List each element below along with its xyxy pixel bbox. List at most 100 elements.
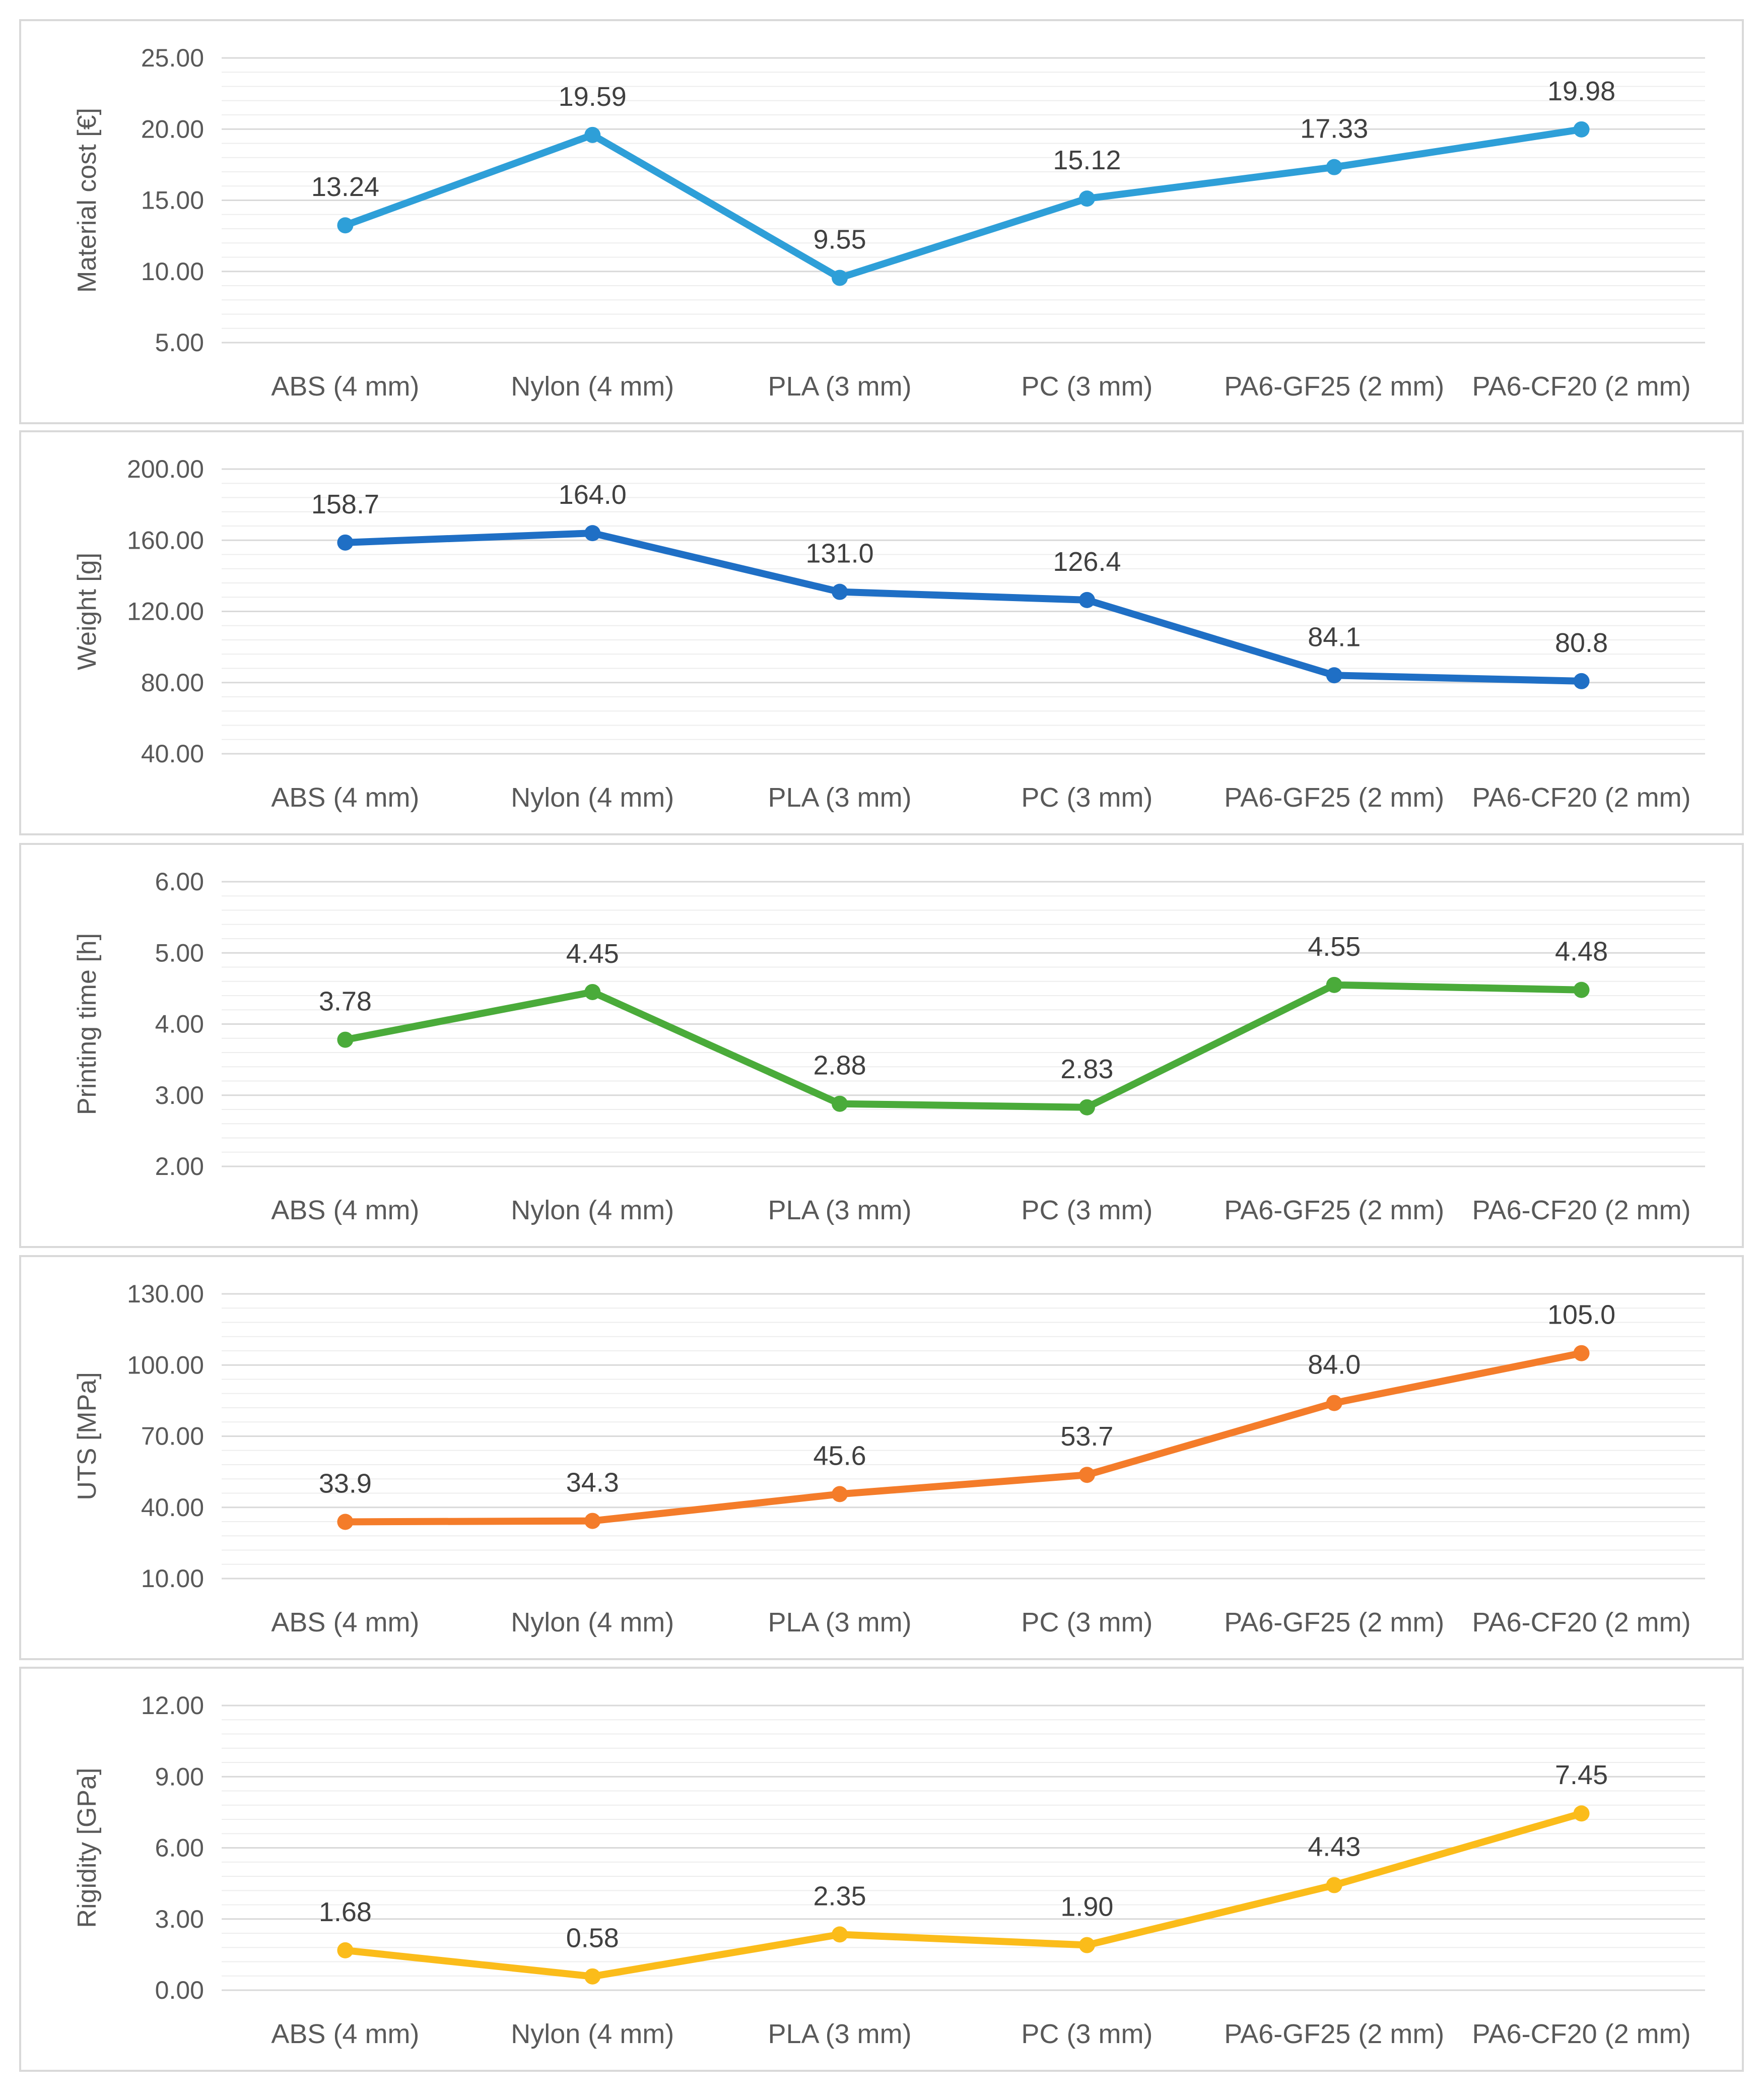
x-category-label: PLA (3 mm) (768, 1607, 912, 1637)
data-point (832, 1095, 848, 1112)
x-category-label: PA6-CF20 (2 mm) (1472, 371, 1691, 402)
data-point (584, 1968, 601, 1985)
data-point (832, 583, 848, 600)
series-line (342, 530, 1585, 685)
x-category-label: ABS (4 mm) (271, 782, 419, 813)
x-category-label: ABS (4 mm) (271, 371, 419, 402)
data-label: 19.98 (1547, 76, 1615, 106)
x-category-label: PC (3 mm) (1021, 1607, 1152, 1637)
chart-panel-3: 2.00 3.00 4.00 5.00 6.00 Printing time [h] ABS… (19, 843, 1744, 1248)
y-tick-label: 2.00 (155, 1152, 204, 1181)
data-label: 2.83 (1060, 1054, 1113, 1084)
data-label: 17.33 (1300, 114, 1368, 144)
y-tick-label: 5.00 (155, 939, 204, 967)
data-point (1326, 976, 1342, 993)
data-point (1573, 121, 1590, 138)
data-point (1573, 1345, 1590, 1361)
data-point (1573, 981, 1590, 998)
x-category-label: ABS (4 mm) (271, 2019, 419, 2049)
data-label: 80.8 (1555, 628, 1608, 658)
series-line (342, 1810, 1585, 1980)
x-category-label: PA6-GF25 (2 mm) (1224, 782, 1444, 813)
data-point (1078, 190, 1095, 207)
y-tick-label: 3.00 (155, 1081, 204, 1109)
data-point (584, 126, 601, 143)
data-point (584, 1513, 601, 1529)
panel-border (19, 1667, 1744, 2072)
chart-panel-2: 40.00 80.00 120.00 160.00 200.00 Weight [g] AB… (19, 430, 1744, 835)
data-label: 34.3 (566, 1468, 619, 1498)
y-tick-label: 12.00 (141, 1691, 204, 1720)
data-label: 9.55 (813, 224, 866, 254)
data-point (337, 1031, 354, 1048)
data-label: 1.68 (319, 1897, 372, 1927)
data-point (1078, 1099, 1095, 1116)
x-category-label: ABS (4 mm) (271, 1607, 419, 1637)
x-category-label: PA6-CF20 (2 mm) (1472, 1195, 1691, 1225)
y-tick-label: 3.00 (155, 1905, 204, 1933)
data-point (1326, 667, 1342, 684)
panel-border (19, 843, 1744, 1248)
data-point (337, 1514, 354, 1530)
x-category-label: PLA (3 mm) (768, 371, 912, 402)
x-category-label: PA6-GF25 (2 mm) (1224, 1195, 1444, 1225)
chart-panel-5: 0.00 3.00 6.00 9.00 12.00 Rigidity [GPa] ABS (… (19, 1667, 1744, 2072)
data-label: 4.48 (1555, 937, 1608, 967)
data-point (584, 984, 601, 1000)
data-label: 158.7 (311, 489, 379, 519)
x-category-label: Nylon (4 mm) (511, 782, 674, 813)
y-tick-label: 80.00 (141, 669, 204, 697)
y-tick-label: 5.00 (155, 329, 204, 357)
y-tick-label: 25.00 (141, 44, 204, 72)
y-tick-label: 0.00 (155, 1976, 204, 2004)
x-category-label: PA6-GF25 (2 mm) (1224, 371, 1444, 402)
data-label: 164.0 (559, 480, 627, 510)
data-label: 7.45 (1555, 1760, 1608, 1790)
x-category-label: PC (3 mm) (1021, 1195, 1152, 1225)
series-line (342, 981, 1585, 1111)
data-point (337, 217, 354, 234)
x-category-label: PA6-CF20 (2 mm) (1472, 782, 1691, 813)
data-point (584, 525, 601, 542)
chart-panel-4: 10.00 40.00 70.00 100.00 130.00 UTS [MPa] ABS … (19, 1255, 1744, 1660)
x-category-label: PA6-CF20 (2 mm) (1472, 1607, 1691, 1637)
y-tick-label: 6.00 (155, 1834, 204, 1862)
data-label: 0.58 (566, 1923, 619, 1953)
y-tick-label: 6.00 (155, 868, 204, 896)
data-label: 126.4 (1053, 547, 1121, 577)
y-tick-label: 20.00 (141, 115, 204, 143)
x-category-label: PLA (3 mm) (768, 782, 912, 813)
y-tick-label: 200.00 (127, 455, 204, 483)
y-tick-label: 120.00 (127, 598, 204, 626)
data-point (1078, 1467, 1095, 1483)
data-label: 131.0 (806, 539, 874, 569)
data-label: 19.59 (559, 82, 627, 112)
data-label: 2.35 (813, 1881, 866, 1911)
x-category-label: Nylon (4 mm) (511, 1607, 674, 1637)
data-label: 45.6 (813, 1440, 866, 1471)
x-category-label: PC (3 mm) (1021, 2019, 1152, 2049)
series-line (342, 125, 1585, 282)
data-label: 33.9 (319, 1468, 372, 1498)
data-point (1573, 1805, 1590, 1822)
x-category-label: PA6-CF20 (2 mm) (1472, 2019, 1691, 2049)
x-category-label: PC (3 mm) (1021, 782, 1152, 813)
y-tick-label: 100.00 (127, 1351, 204, 1379)
x-category-label: PA6-GF25 (2 mm) (1224, 2019, 1444, 2049)
series-line (342, 1349, 1585, 1526)
y-axis-label: Printing time [h] (73, 933, 102, 1115)
data-label: 53.7 (1060, 1421, 1113, 1452)
data-label: 4.55 (1308, 932, 1361, 962)
data-point (1573, 673, 1590, 689)
data-label: 3.78 (319, 987, 372, 1017)
y-tick-label: 160.00 (127, 526, 204, 554)
data-point (1078, 592, 1095, 608)
x-category-label: ABS (4 mm) (271, 1195, 419, 1225)
y-axis-label: Material cost [€] (73, 108, 102, 293)
y-tick-label: 40.00 (141, 740, 204, 768)
y-tick-label: 9.00 (155, 1762, 204, 1791)
panel-border (19, 19, 1744, 424)
y-axis-label: Weight [g] (73, 553, 102, 670)
data-point (337, 1942, 354, 1958)
